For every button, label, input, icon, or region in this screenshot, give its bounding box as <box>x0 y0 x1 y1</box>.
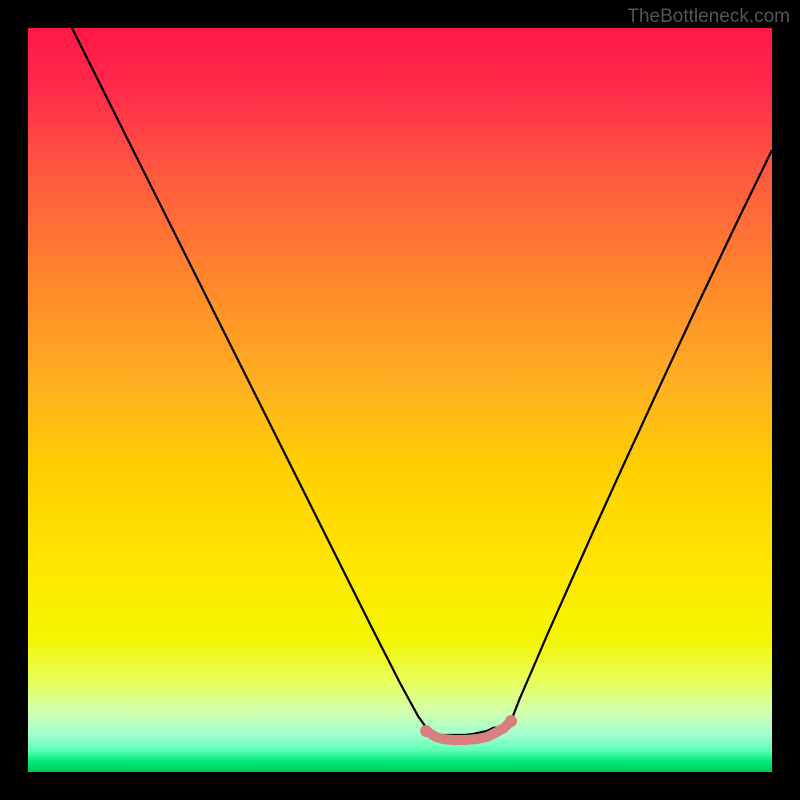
chart-svg <box>28 28 772 772</box>
watermark-text: TheBottleneck.com <box>627 6 790 28</box>
optimal-range-endpoint <box>505 715 517 727</box>
chart-background <box>28 28 772 772</box>
optimal-range-endpoint <box>420 725 432 737</box>
bottleneck-curve-chart <box>28 28 772 772</box>
